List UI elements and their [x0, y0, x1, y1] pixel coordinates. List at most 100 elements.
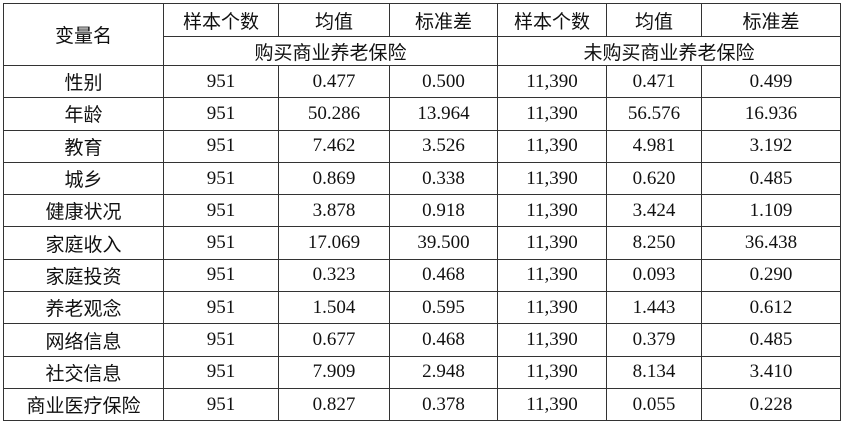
value-cell: 951: [163, 291, 279, 325]
variable-name: 城乡: [3, 161, 164, 196]
value-cell: 11,390: [497, 258, 607, 293]
statistics-table: 变量名 样本个数 均值 标准差 样本个数 均值 标准差 购买商业养老保险 未购买商业养老保险 性别…: [3, 3, 841, 422]
variable-name: 性别: [3, 64, 164, 99]
value-cell: 0.485: [701, 161, 841, 196]
value-cell: 1.504: [278, 291, 390, 325]
data-row: 性别 951 0.477 0.500 11,390 0.471 0.499: [3, 64, 841, 99]
value-cell: 11,390: [497, 129, 607, 163]
column-header: 样本个数: [497, 3, 607, 37]
header-row: 变量名 样本个数 均值 标准差 样本个数 均值 标准差: [3, 3, 841, 66]
column-header: 均值: [278, 3, 390, 37]
value-cell: 951: [163, 387, 279, 422]
value-cell: 0.499: [701, 64, 841, 99]
value-cell: 3.192: [701, 129, 841, 163]
variable-name: 家庭收入: [3, 226, 164, 260]
data-row: 养老观念 951 1.504 0.595 11,390 1.443 0.612: [3, 291, 841, 325]
value-cell: 16.936: [701, 97, 841, 131]
value-cell: 0.228: [701, 387, 841, 422]
group-header: 未购买商业养老保险: [497, 36, 841, 66]
value-cell: 951: [163, 258, 279, 293]
data-row: 网络信息 951 0.677 0.468 11,390 0.379 0.485: [3, 323, 841, 357]
value-cell: 0.477: [278, 64, 390, 99]
value-cell: 951: [163, 226, 279, 260]
variable-name: 家庭投资: [3, 258, 164, 293]
value-cell: 11,390: [497, 194, 607, 228]
value-cell: 0.918: [389, 194, 498, 228]
value-cell: 0.323: [278, 258, 390, 293]
value-cell: 951: [163, 194, 279, 228]
data-row: 社交信息 951 7.909 2.948 11,390 8.134 3.410: [3, 355, 841, 389]
data-row: 商业医疗保险 951 0.827 0.378 11,390 0.055 0.228: [3, 387, 841, 422]
value-cell: 0.869: [278, 161, 390, 196]
variable-name: 养老观念: [3, 291, 164, 325]
value-cell: 50.286: [278, 97, 390, 131]
value-cell: 951: [163, 355, 279, 389]
value-cell: 0.379: [606, 323, 702, 357]
value-cell: 0.595: [389, 291, 498, 325]
value-cell: 0.677: [278, 323, 390, 357]
value-cell: 11,390: [497, 323, 607, 357]
group-header: 购买商业养老保险: [163, 36, 498, 66]
value-cell: 36.438: [701, 226, 841, 260]
value-cell: 0.055: [606, 387, 702, 422]
value-cell: 11,390: [497, 64, 607, 99]
value-cell: 951: [163, 129, 279, 163]
value-cell: 17.069: [278, 226, 390, 260]
value-cell: 0.612: [701, 291, 841, 325]
variable-name: 教育: [3, 129, 164, 163]
value-cell: 1.109: [701, 194, 841, 228]
value-cell: 11,390: [497, 387, 607, 422]
variable-name: 社交信息: [3, 355, 164, 389]
value-cell: 0.471: [606, 64, 702, 99]
variable-name: 年龄: [3, 97, 164, 131]
variable-header: 变量名: [3, 3, 164, 66]
value-cell: 951: [163, 323, 279, 357]
value-cell: 0.468: [389, 258, 498, 293]
value-cell: 951: [163, 64, 279, 99]
value-cell: 0.338: [389, 161, 498, 196]
value-cell: 7.462: [278, 129, 390, 163]
value-cell: 4.981: [606, 129, 702, 163]
value-cell: 3.410: [701, 355, 841, 389]
value-cell: 7.909: [278, 355, 390, 389]
value-cell: 11,390: [497, 291, 607, 325]
value-cell: 0.620: [606, 161, 702, 196]
value-cell: 8.134: [606, 355, 702, 389]
value-cell: 951: [163, 161, 279, 196]
column-header: 标准差: [701, 3, 841, 37]
data-row: 教育 951 7.462 3.526 11,390 4.981 3.192: [3, 129, 841, 163]
column-header: 标准差: [389, 3, 498, 37]
data-row: 城乡 951 0.869 0.338 11,390 0.620 0.485: [3, 161, 841, 196]
value-cell: 0.827: [278, 387, 390, 422]
value-cell: 0.500: [389, 64, 498, 99]
value-cell: 0.468: [389, 323, 498, 357]
column-header: 均值: [606, 3, 702, 37]
value-cell: 11,390: [497, 97, 607, 131]
column-header: 样本个数: [163, 3, 279, 37]
value-cell: 0.093: [606, 258, 702, 293]
variable-name: 商业医疗保险: [3, 387, 164, 422]
value-cell: 11,390: [497, 161, 607, 196]
data-row: 家庭投资 951 0.323 0.468 11,390 0.093 0.290: [3, 258, 841, 293]
value-cell: 13.964: [389, 97, 498, 131]
value-cell: 0.378: [389, 387, 498, 422]
value-cell: 951: [163, 97, 279, 131]
group-row: 购买商业养老保险 未购买商业养老保险: [4, 36, 841, 66]
value-cell: 11,390: [497, 355, 607, 389]
data-row: 健康状况 951 3.878 0.918 11,390 3.424 1.109: [3, 194, 841, 228]
variable-name: 网络信息: [3, 323, 164, 357]
value-cell: 3.424: [606, 194, 702, 228]
value-cell: 39.500: [389, 226, 498, 260]
variable-name: 健康状况: [3, 194, 164, 228]
table-body: 变量名 样本个数 均值 标准差 样本个数 均值 标准差 购买商业养老保险 未购买商业养老保险 性别…: [3, 3, 841, 422]
value-cell: 3.878: [278, 194, 390, 228]
value-cell: 1.443: [606, 291, 702, 325]
value-cell: 0.485: [701, 323, 841, 357]
value-cell: 0.290: [701, 258, 841, 293]
value-cell: 8.250: [606, 226, 702, 260]
value-cell: 3.526: [389, 129, 498, 163]
value-cell: 11,390: [497, 226, 607, 260]
value-cell: 2.948: [389, 355, 498, 389]
data-row: 家庭收入 951 17.069 39.500 11,390 8.250 36.438: [3, 226, 841, 260]
